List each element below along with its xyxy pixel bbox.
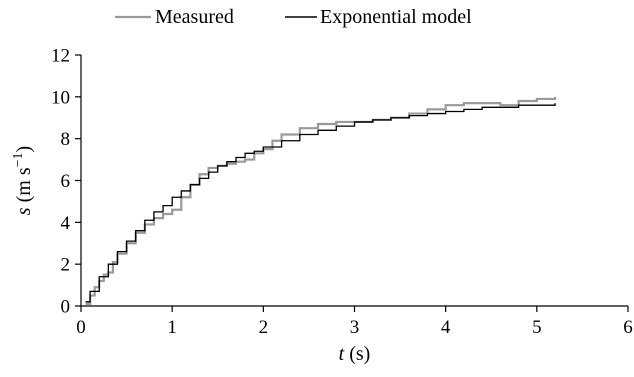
y-axis-label-close: ) — [13, 146, 35, 153]
x-tick-label: 1 — [167, 317, 177, 338]
x-tick-label: 6 — [623, 317, 633, 338]
x-tick-label: 5 — [532, 317, 542, 338]
x-axis-label: t (s) — [339, 343, 371, 365]
x-tick-label: 3 — [350, 317, 360, 338]
legend-label-exponential-model: Exponential model — [320, 6, 472, 28]
x-tick-label: 0 — [76, 317, 86, 338]
y-tick-label: 0 — [61, 297, 71, 318]
y-tick-label: 4 — [61, 213, 71, 234]
y-tick-label: 8 — [61, 129, 71, 150]
x-axis-label-var: t — [339, 343, 345, 365]
y-axis-label: s (m s−1) — [11, 146, 35, 215]
legend-label-measured: Measured — [155, 6, 234, 28]
y-axis-label-unit: (m s — [13, 167, 35, 207]
labels-layer: t (s) s (m s−1) — [11, 146, 370, 365]
x-tick-label: 2 — [259, 317, 269, 338]
exponential-model-line — [85, 103, 556, 303]
plot-layer — [85, 96, 557, 306]
measured-line — [85, 96, 557, 306]
x-tick-label: 4 — [441, 317, 451, 338]
y-axis-label-exponent: −1 — [11, 152, 26, 167]
y-tick-label: 10 — [51, 87, 70, 108]
y-axis-label-var: s — [13, 207, 35, 215]
x-axis-label-unit: (s) — [344, 343, 370, 365]
y-tick-label: 2 — [61, 255, 71, 276]
y-tick-label: 12 — [51, 46, 70, 67]
y-tick-label: 6 — [61, 171, 71, 192]
legend: Measured Exponential model — [115, 6, 472, 28]
